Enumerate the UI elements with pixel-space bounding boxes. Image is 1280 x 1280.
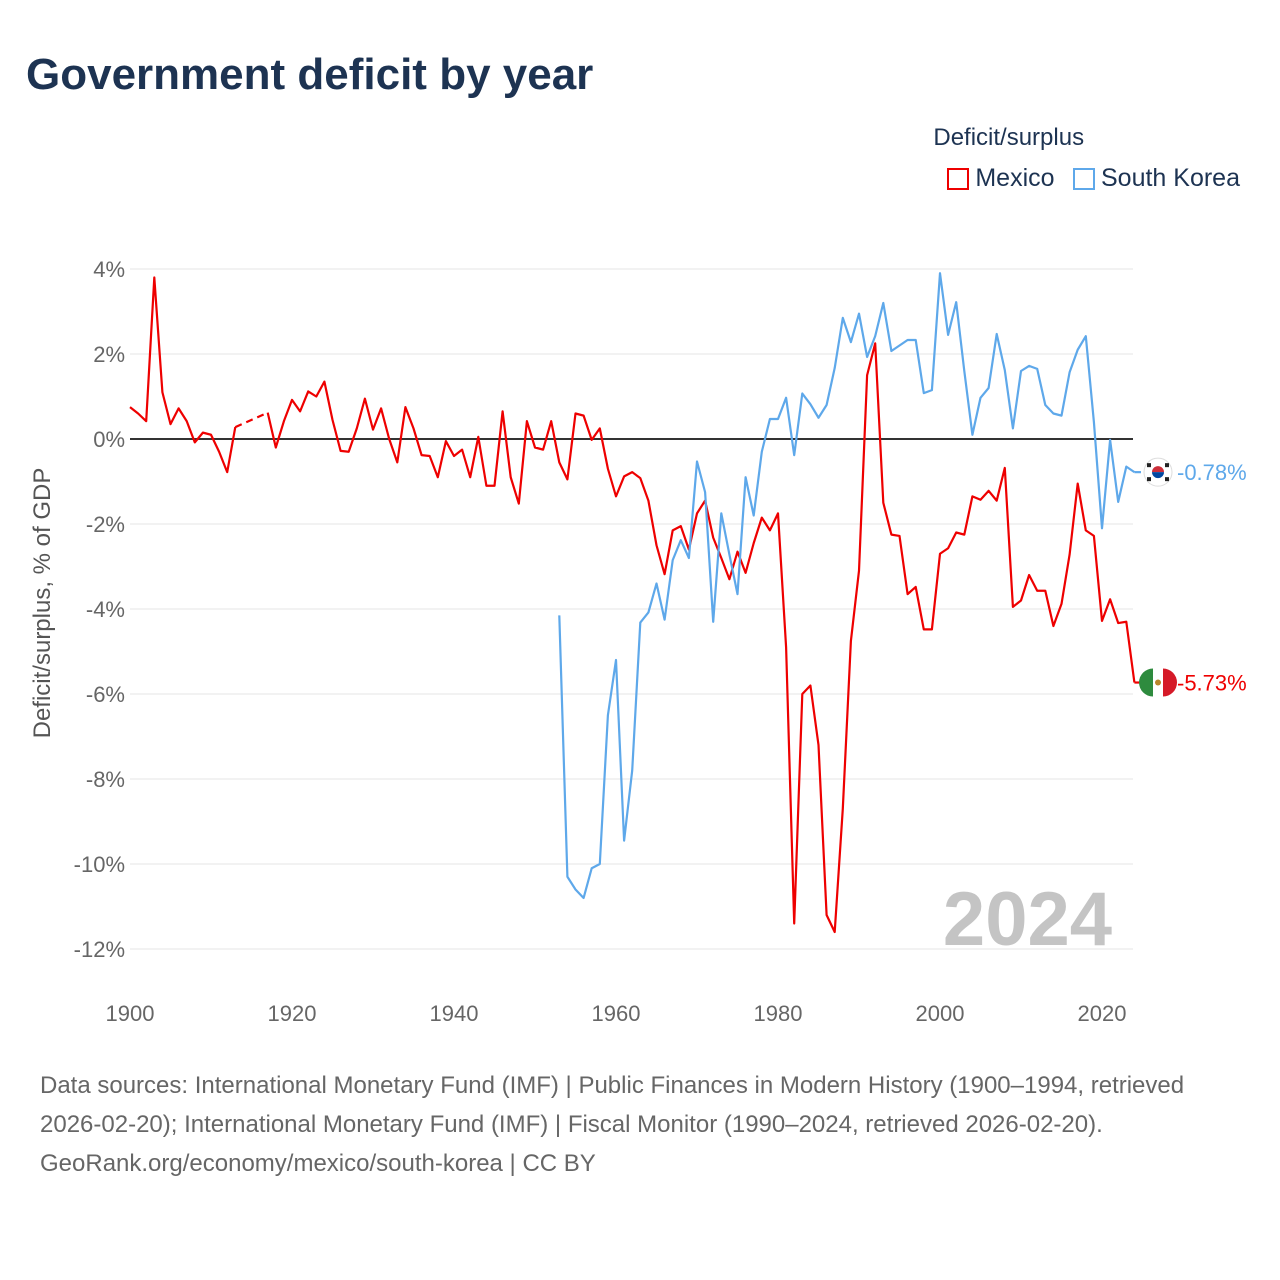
legend-label: Mexico [975,164,1055,192]
flag-emblem [1155,679,1161,686]
legend-label: South Korea [1101,164,1240,192]
legend-swatch-mexico [947,167,970,190]
flag-trigram [1165,477,1169,482]
year-watermark: 2024 [943,877,1112,962]
gap-connector [234,411,269,429]
series-line-south-korea [558,272,1136,900]
y-tick-label: 2% [93,342,125,367]
flag-blue [1152,472,1164,479]
x-tick-label: 1960 [592,1001,641,1026]
x-tick-label: 2020 [1078,1001,1127,1026]
y-tick-label: 4% [93,257,125,282]
legend-title: Deficit/surplus [933,124,1085,151]
footer: Data sources: International Monetary Fun… [40,1066,1250,1183]
end-value-label: -0.78% [1177,460,1247,485]
y-tick-label: -10% [74,852,125,877]
x-tick-label: 2000 [916,1001,965,1026]
flag-red [1152,466,1164,473]
y-axis-label: Deficit/surplus, % of GDP [29,468,56,739]
x-tick-label: 1980 [754,1001,803,1026]
flag-green [1139,668,1153,697]
y-tick-label: 0% [93,427,125,452]
legend-item-south-korea[interactable]: South Korea [1073,164,1240,193]
y-tick-label: -12% [74,937,125,962]
series-line-mexico [266,342,1136,934]
y-tick-label: -4% [86,597,125,622]
y-tick-label: -8% [86,767,125,792]
mexico-flag-icon [1139,668,1178,697]
legend-item-mexico[interactable]: Mexico [947,164,1055,193]
chart-area: 4% 2% 0% -2% -4% -6% -8% -10% -12% 1900 1920 1940 19… [29,257,1247,1026]
data-sources: Data sources: International Monetary Fun… [40,1072,1185,1138]
x-tick-label: 1920 [268,1001,317,1026]
south-korea-flag-icon [1143,457,1173,487]
flag-trigram [1147,477,1151,482]
legend-swatch-south-korea [1073,167,1095,190]
y-tick-label: -2% [86,512,125,537]
end-value-label: -5.73% [1177,671,1247,696]
flag-trigram [1147,463,1151,468]
x-tick-label: 1940 [430,1001,479,1026]
chart-title: Government deficit by year [26,50,594,99]
flag-red [1163,668,1178,697]
series-line-mexico [129,276,237,474]
y-tick-label: -6% [86,682,125,707]
x-tick-label: 1900 [106,1001,155,1026]
legend: Deficit/surplus Mexico South Korea [933,124,1240,195]
flag-trigram [1165,463,1169,468]
credit-link[interactable]: GeoRank.org/economy/mexico/south-korea |… [40,1150,596,1177]
